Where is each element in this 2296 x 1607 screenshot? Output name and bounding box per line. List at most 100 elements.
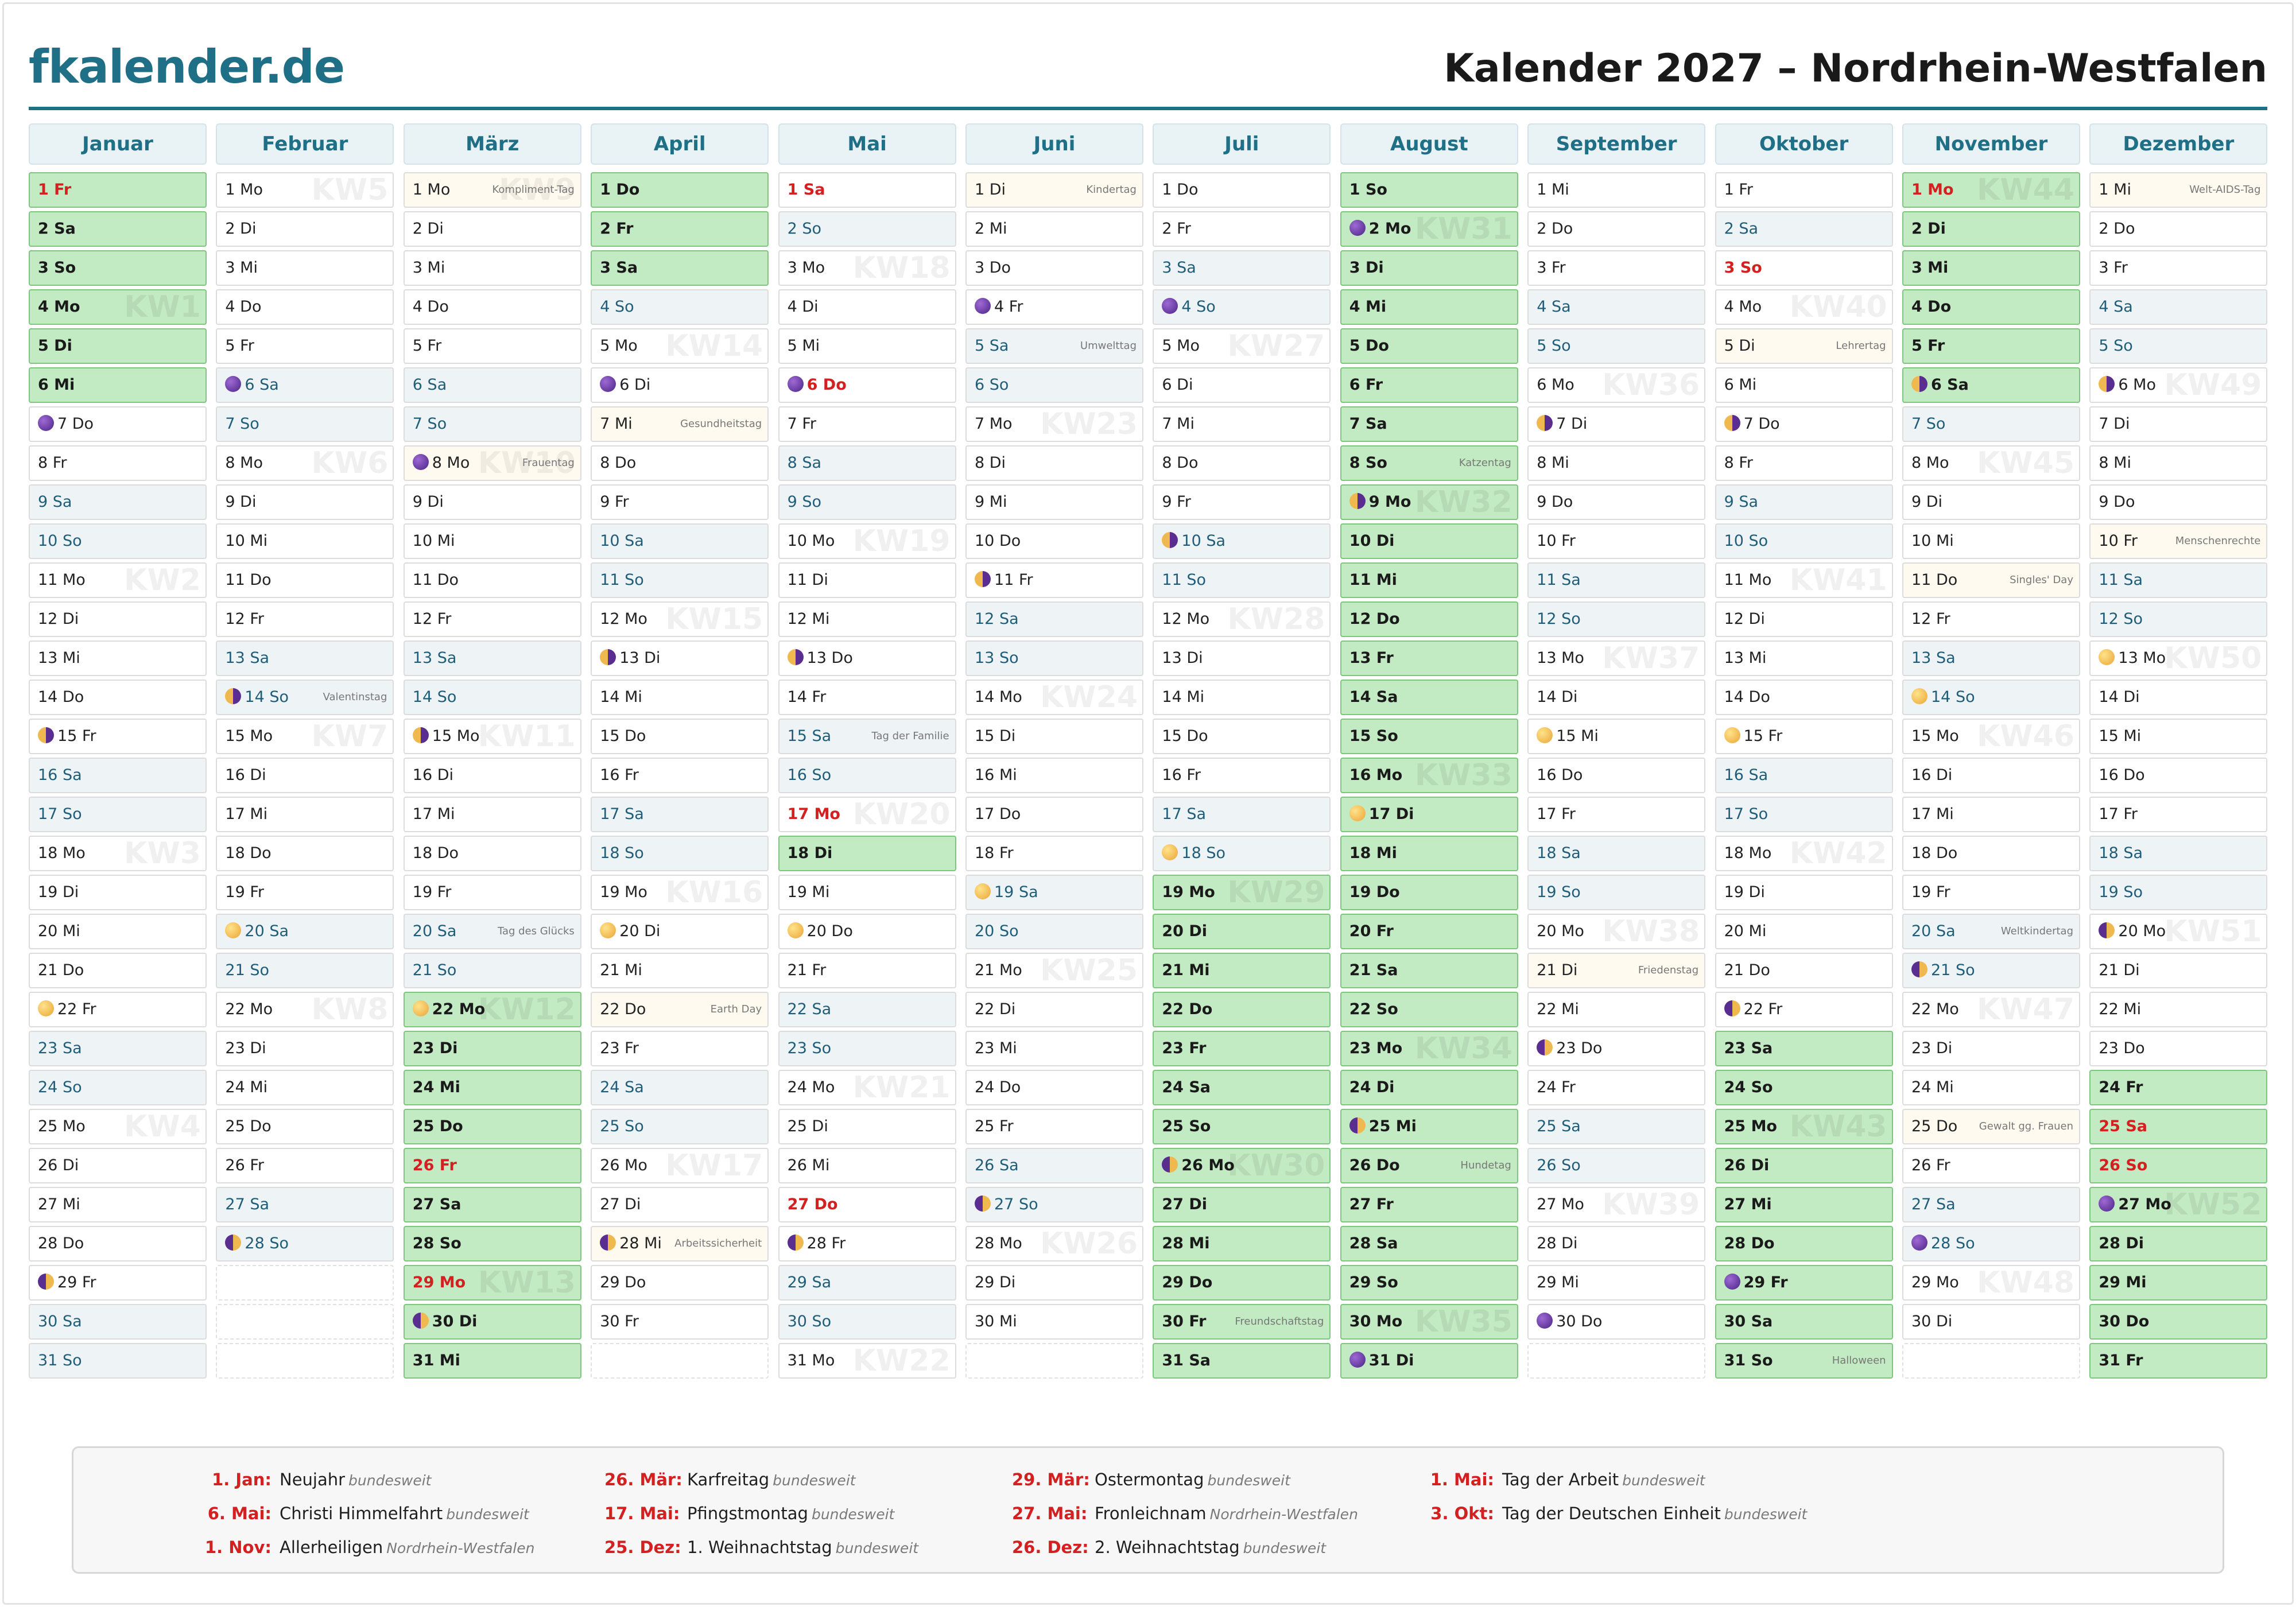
day-cell[interactable]: 8 Mi <box>1527 445 1706 481</box>
day-cell[interactable]: 4 Sa <box>1527 289 1706 325</box>
day-cell[interactable]: 14 Do <box>1715 680 1893 715</box>
day-cell[interactable]: 21 Mo KW25 <box>965 953 1143 988</box>
day-cell[interactable]: 6 Mo KW49 <box>2089 367 2268 403</box>
day-cell[interactable]: 9 So <box>778 484 956 520</box>
day-cell[interactable]: 7 Do <box>1715 406 1893 442</box>
day-cell[interactable]: 30 Mo KW35 <box>1340 1304 1518 1340</box>
day-cell[interactable]: 19 So <box>2089 875 2268 910</box>
day-cell[interactable]: 3 Sa <box>1153 250 1331 286</box>
day-cell[interactable]: 28 Do <box>1715 1226 1893 1261</box>
day-cell[interactable]: 23 Sa <box>29 1031 207 1066</box>
day-cell[interactable]: 12 Di <box>29 601 207 637</box>
day-cell[interactable]: 28 Do <box>29 1226 207 1261</box>
day-cell[interactable]: 19 So <box>1527 875 1706 910</box>
day-cell[interactable]: 20 Mi <box>1715 914 1893 949</box>
day-cell[interactable]: 4 So <box>591 289 769 325</box>
day-cell[interactable]: 23 Di <box>403 1031 581 1066</box>
day-cell[interactable]: 16 Mi <box>965 758 1143 793</box>
day-cell[interactable]: 26 Mo KW30 <box>1153 1148 1331 1183</box>
day-cell[interactable]: 6 Di <box>1153 367 1331 403</box>
day-cell[interactable]: 19 Fr <box>216 875 394 910</box>
day-cell[interactable]: 29 Fr <box>29 1265 207 1301</box>
day-cell[interactable]: 11 Sa <box>1527 562 1706 598</box>
site-logo[interactable]: fkalender.de <box>29 40 345 94</box>
day-cell[interactable]: 30 So <box>778 1304 956 1340</box>
day-cell[interactable]: 4 Mo KW1 <box>29 289 207 325</box>
day-cell[interactable]: 18 Fr <box>965 836 1143 871</box>
day-cell[interactable]: 20 Mi <box>29 914 207 949</box>
day-cell[interactable]: 11 Do Singles' Day <box>1902 562 2080 598</box>
day-cell[interactable]: 3 So <box>1715 250 1893 286</box>
day-cell[interactable]: 9 Mi <box>965 484 1143 520</box>
day-cell[interactable]: 30 Di <box>403 1304 581 1340</box>
day-cell[interactable]: 11 Mo KW41 <box>1715 562 1893 598</box>
day-cell[interactable]: 20 Di <box>1153 914 1331 949</box>
day-cell[interactable]: 31 Di <box>1340 1343 1518 1379</box>
day-cell[interactable]: 26 Fr <box>216 1148 394 1183</box>
day-cell[interactable]: 22 Mo KW47 <box>1902 992 2080 1027</box>
day-cell[interactable]: 10 Di <box>1340 523 1518 559</box>
day-cell[interactable]: 30 Do <box>1527 1304 1706 1340</box>
day-cell[interactable]: 20 Di <box>591 914 769 949</box>
day-cell[interactable]: 3 So <box>29 250 207 286</box>
day-cell[interactable]: 22 Di <box>965 992 1143 1027</box>
day-cell[interactable]: 28 So <box>216 1226 394 1261</box>
day-cell[interactable]: 18 Do <box>1902 836 2080 871</box>
day-cell[interactable]: 8 Mo KW45 <box>1902 445 2080 481</box>
day-cell[interactable]: 16 Di <box>403 758 581 793</box>
day-cell[interactable]: 24 So <box>29 1070 207 1105</box>
day-cell[interactable]: 15 Mi <box>1527 719 1706 754</box>
day-cell[interactable]: 23 Sa <box>1715 1031 1893 1066</box>
day-cell[interactable]: 23 Do <box>2089 1031 2268 1066</box>
day-cell[interactable]: 8 Mo KW10 Frauentag <box>403 445 581 481</box>
day-cell[interactable]: 19 Di <box>1715 875 1893 910</box>
day-cell[interactable]: 31 So Halloween <box>1715 1343 1893 1379</box>
day-cell[interactable]: 14 Mi <box>591 680 769 715</box>
day-cell[interactable]: 14 Di <box>1527 680 1706 715</box>
day-cell[interactable]: 8 Mi <box>2089 445 2268 481</box>
day-cell[interactable]: 21 Sa <box>1340 953 1518 988</box>
day-cell[interactable]: 29 Do <box>591 1265 769 1301</box>
day-cell[interactable]: 2 Fr <box>591 211 769 247</box>
day-cell[interactable]: 20 Mo KW38 <box>1527 914 1706 949</box>
day-cell[interactable]: 25 Do Gewalt gg. Frauen <box>1902 1109 2080 1144</box>
day-cell[interactable]: 3 Fr <box>2089 250 2268 286</box>
day-cell[interactable]: 17 Do <box>965 797 1143 832</box>
day-cell[interactable]: 19 Fr <box>403 875 581 910</box>
day-cell[interactable]: 29 Do <box>1153 1265 1331 1301</box>
day-cell[interactable]: 24 Sa <box>591 1070 769 1105</box>
day-cell[interactable]: 23 Mo KW34 <box>1340 1031 1518 1066</box>
day-cell[interactable]: 26 Fr <box>403 1148 581 1183</box>
day-cell[interactable]: 5 Fr <box>1902 328 2080 364</box>
day-cell[interactable]: 17 Di <box>1340 797 1518 832</box>
day-cell[interactable]: 13 Mo KW37 <box>1527 641 1706 676</box>
day-cell[interactable]: 12 So <box>1527 601 1706 637</box>
day-cell[interactable]: 8 Do <box>1153 445 1331 481</box>
day-cell[interactable]: 23 Di <box>1902 1031 2080 1066</box>
day-cell[interactable]: 9 Di <box>216 484 394 520</box>
day-cell[interactable]: 27 Di <box>1153 1187 1331 1222</box>
day-cell[interactable]: 11 Do <box>216 562 394 598</box>
day-cell[interactable]: 27 Mo KW52 <box>2089 1187 2268 1222</box>
day-cell[interactable]: 7 Di <box>1527 406 1706 442</box>
day-cell[interactable]: 27 Sa <box>403 1187 581 1222</box>
day-cell[interactable]: 28 Di <box>2089 1226 2268 1261</box>
day-cell[interactable]: 24 Sa <box>1153 1070 1331 1105</box>
day-cell[interactable]: 5 So <box>2089 328 2268 364</box>
day-cell[interactable]: 29 Mo KW13 <box>403 1265 581 1301</box>
day-cell[interactable]: 11 Mo KW2 <box>29 562 207 598</box>
day-cell[interactable]: 1 Mo KW44 <box>1902 172 2080 208</box>
day-cell[interactable]: 1 Do <box>1153 172 1331 208</box>
day-cell[interactable]: 15 So <box>1340 719 1518 754</box>
day-cell[interactable]: 7 So <box>1902 406 2080 442</box>
day-cell[interactable]: 20 Sa Weltkindertag <box>1902 914 2080 949</box>
day-cell[interactable]: 12 Fr <box>403 601 581 637</box>
day-cell[interactable]: 2 Do <box>1527 211 1706 247</box>
day-cell[interactable]: 31 Mo KW22 <box>778 1343 956 1379</box>
day-cell[interactable]: 2 Di <box>216 211 394 247</box>
day-cell[interactable]: 5 Fr <box>403 328 581 364</box>
day-cell[interactable]: 24 Mi <box>216 1070 394 1105</box>
day-cell[interactable]: 16 Fr <box>1153 758 1331 793</box>
day-cell[interactable]: 21 Fr <box>778 953 956 988</box>
day-cell[interactable]: 13 Fr <box>1340 641 1518 676</box>
